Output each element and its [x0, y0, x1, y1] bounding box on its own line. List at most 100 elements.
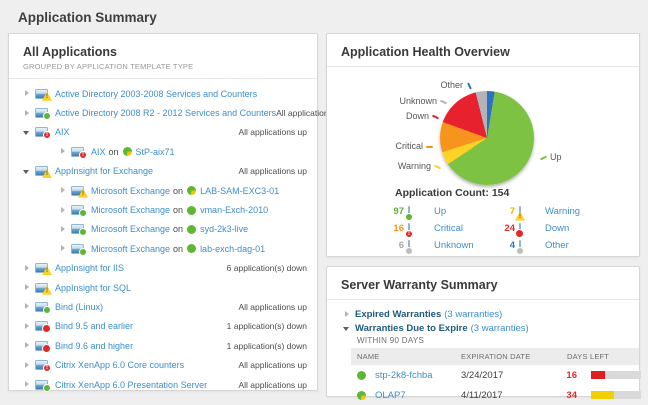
application-icon	[71, 243, 87, 256]
node-link[interactable]: lab-exch-dag-01	[200, 243, 266, 254]
application-icon: !	[35, 282, 52, 295]
status-up-icon	[43, 383, 51, 392]
application-link[interactable]: Bind 9.6 and higher	[55, 340, 134, 351]
expand-icon[interactable]	[23, 283, 32, 292]
application-link[interactable]: Citrix XenApp 6.0 Core counters	[55, 360, 185, 371]
days-left-bar	[591, 391, 641, 399]
application-count: Application Count: 154	[395, 187, 510, 199]
row-status-text: 6 application(s) down	[226, 263, 307, 274]
application-link[interactable]: AppInsight for SQL	[55, 282, 132, 293]
expand-icon[interactable]	[59, 206, 68, 215]
legend-count: 7	[509, 206, 515, 217]
application-link[interactable]: Microsoft Exchange	[91, 224, 171, 235]
node-link[interactable]: LAB-SAM-EXC3-01	[200, 185, 280, 196]
expand-icon[interactable]	[23, 89, 32, 98]
due-warranties-row: Warranties Due to Expire (3 warranties)	[343, 323, 629, 334]
legend-label[interactable]: Down	[545, 223, 570, 234]
expand-icon[interactable]	[23, 380, 32, 389]
leader-line	[426, 146, 433, 148]
all-applications-title: All Applications	[23, 45, 117, 59]
expand-icon[interactable]	[23, 302, 32, 311]
application-link[interactable]: Bind 9.5 and earlier	[55, 321, 134, 332]
expand-icon[interactable]	[59, 147, 68, 156]
pie-label-warning: Warning	[377, 161, 442, 171]
legend-label[interactable]: Unknown	[434, 240, 474, 251]
expiration-date: 4/11/2017	[461, 389, 503, 401]
application-icon	[35, 340, 51, 353]
health-pie-chart[interactable]	[440, 91, 534, 185]
warranty-row: stp-2k8-fchba 3/24/2017 16	[351, 365, 641, 385]
application-link[interactable]: Microsoft Exchange	[91, 185, 171, 196]
application-link[interactable]: Microsoft Exchange	[91, 243, 171, 254]
application-link[interactable]: Bind (Linux)	[55, 301, 104, 312]
expand-icon[interactable]	[23, 109, 32, 118]
application-link[interactable]: AIX	[55, 127, 70, 138]
application-link[interactable]: Active Directory 2003-2008 Services and …	[55, 88, 258, 99]
expand-icon[interactable]	[343, 310, 352, 319]
status-up-icon	[43, 112, 51, 121]
tree-row: Active Directory 2008 R2 - 2012 Services…	[9, 103, 345, 122]
application-link[interactable]: Citrix XenApp 6.0 Presentation Server	[55, 379, 208, 390]
tree-row: Bind 9.6 and higher 1 application(s) down	[9, 336, 317, 355]
tree-row: Microsoft Exchange on vman-Exch-2010	[9, 200, 317, 219]
application-link[interactable]: AppInsight for IIS	[55, 263, 125, 274]
node-link[interactable]: vman-Exch-2010	[200, 205, 269, 216]
legend-count: 16	[393, 223, 404, 234]
tree-row: Bind (Linux) All applications up	[9, 297, 317, 316]
within-90-days-label: WITHIN 90 DAYS	[357, 336, 425, 345]
status-warning-icon: !	[42, 169, 52, 179]
legend-label[interactable]: Up	[434, 206, 447, 217]
warranty-table-header: NAME EXPIRATION DATE DAYS LEFT	[351, 348, 639, 365]
server-link[interactable]: OLAP7	[375, 389, 406, 401]
legend-count: 4	[509, 240, 515, 251]
pie-label-other: Other	[415, 80, 473, 90]
legend-label[interactable]: Critical	[434, 223, 464, 234]
application-icon: !	[71, 185, 88, 198]
server-warranty-title: Server Warranty Summary	[341, 278, 498, 292]
expired-warranties-row: Expired Warranties (3 warranties)	[343, 309, 629, 320]
collapse-icon[interactable]	[23, 167, 32, 176]
legend-label[interactable]: Other	[545, 240, 569, 251]
expand-icon[interactable]	[23, 341, 32, 350]
on-text: on	[108, 146, 119, 157]
collapse-icon[interactable]	[343, 324, 352, 333]
application-icon: !	[35, 263, 52, 276]
legend-label[interactable]: Warning	[545, 206, 581, 217]
node-link[interactable]: StP-aix71	[135, 146, 175, 157]
all-applications-header: All Applications GROUPED BY APPLICATION …	[9, 34, 317, 79]
node-status-icon	[187, 224, 197, 234]
application-link[interactable]: Microsoft Exchange	[91, 205, 171, 216]
row-status-text: 1 application(s) down	[226, 321, 307, 332]
application-tree: ! Active Directory 2003-2008 Services and…	[9, 79, 345, 394]
row-status-text: All applications up	[238, 379, 307, 390]
legend-count: 97	[393, 206, 404, 217]
expand-icon[interactable]	[59, 186, 68, 195]
days-left-value: 34	[566, 389, 577, 401]
status-unknown-icon	[405, 246, 413, 255]
status-down-icon	[42, 343, 51, 353]
node-link[interactable]: syd-2k3-live	[200, 224, 249, 235]
due-warranties-link[interactable]: Warranties Due to Expire	[355, 323, 468, 334]
legend-icon-wrap	[515, 222, 532, 238]
expired-warranties-link[interactable]: Expired Warranties	[355, 309, 442, 320]
tree-row: ! AppInsight for SQL	[9, 278, 317, 297]
expand-icon[interactable]	[23, 361, 32, 370]
on-text: on	[173, 224, 184, 235]
tree-row: ! Microsoft Exchange on LAB-SAM-EXC3-01	[9, 181, 317, 200]
application-icon: !	[515, 205, 525, 221]
status-down-icon	[515, 228, 524, 238]
server-link[interactable]: stp-2k8-fchba	[375, 369, 433, 381]
application-link[interactable]: AppInsight for Exchange	[55, 166, 154, 177]
server-name-cell: OLAP7	[357, 390, 461, 401]
expand-icon[interactable]	[59, 225, 68, 234]
application-link[interactable]: Active Directory 2008 R2 - 2012 Services…	[55, 108, 277, 119]
expand-icon[interactable]	[23, 264, 32, 273]
tree-row: Citrix XenApp 6.0 Presentation Server All…	[9, 375, 317, 394]
status-warning-icon: !	[515, 211, 525, 221]
application-link[interactable]: AIX	[91, 146, 106, 157]
collapse-icon[interactable]	[23, 128, 32, 137]
all-applications-panel: All Applications GROUPED BY APPLICATION …	[8, 33, 345, 394]
expand-icon[interactable]	[59, 244, 68, 253]
status-up-icon	[405, 212, 413, 221]
expand-icon[interactable]	[23, 322, 32, 331]
